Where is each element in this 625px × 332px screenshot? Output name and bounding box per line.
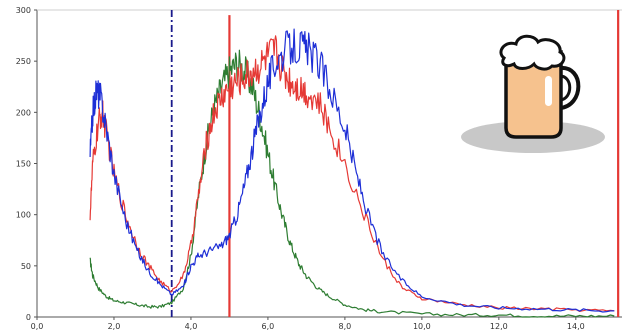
y-tick-label: 100 [16,211,31,220]
series-line-3 [89,28,615,313]
y-tick-label: 150 [16,160,31,169]
y-tick-label: 300 [16,6,31,15]
x-tick-label: 4,0 [185,322,198,331]
x-tick-label: 14,0 [567,322,585,331]
x-tick-label: 8,0 [339,322,352,331]
beer-mug-icon [461,34,605,153]
x-axis-ticks: 0,0 2,0 4,0 6,0 8,0 10,0 12,0 14,0 [31,317,585,331]
x-tick-label: 10,0 [413,322,431,331]
y-tick-label: 0 [26,313,31,322]
y-tick-label: 200 [16,108,31,117]
x-tick-label: 2,0 [108,322,121,331]
y-tick-label: 50 [21,262,31,271]
x-tick-label: 12,0 [490,322,508,331]
series-lines [89,28,615,318]
x-tick-label: 6,0 [262,322,275,331]
x-tick-label: 0,0 [31,322,44,331]
y-axis-ticks: 0 50 100 150 200 250 300 [16,6,37,322]
y-tick-label: 250 [16,57,31,66]
